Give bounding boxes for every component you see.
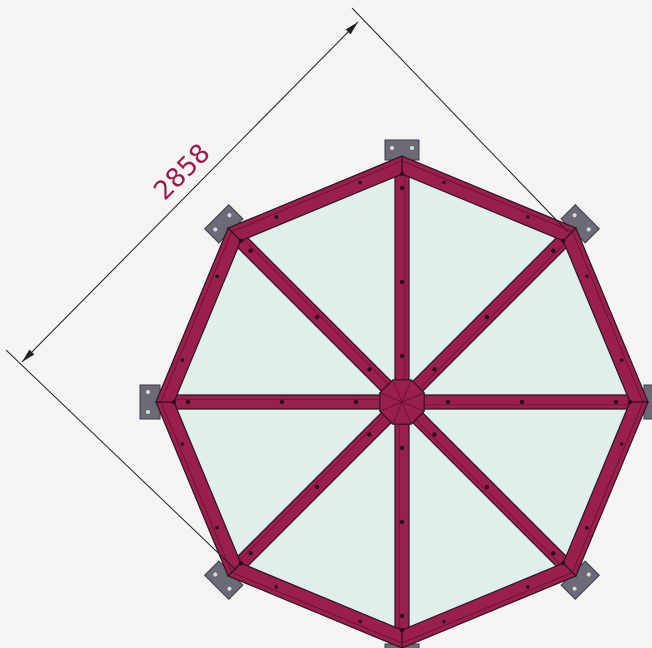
dimension-arrow-top [345,22,358,35]
hub-facet-line [401,401,425,412]
bolt-hole [248,551,253,556]
rafter-beam [394,421,410,639]
bolt-hole [399,627,405,633]
bolt-hole [171,399,177,405]
rafter-edge-line [232,413,387,568]
hub-facet-line [392,401,403,425]
bolt-hole [484,314,490,320]
rim-edge-line [160,401,232,573]
bolt-hole [180,442,185,446]
bolt-hole [367,367,372,372]
bracket-hole [213,227,218,232]
bolt-holes [171,171,633,633]
bolt-hole [551,551,556,556]
dimension-value: 2858 [148,138,216,206]
bolt-hole [358,619,362,624]
bracket-hole [572,586,577,591]
bolt-hole [484,484,490,490]
bolt-hole [585,274,589,279]
bolt-hole [432,367,437,372]
bolt-hole [274,215,279,219]
bolt-hole [627,399,633,405]
extension-line-left [5,349,237,571]
bracket-hole [390,146,394,150]
rim-edge-line [231,572,403,644]
bolt-hole [561,561,566,566]
bolt-hole [399,519,405,525]
rim-edge-line [572,401,644,573]
bolt-hole [399,613,405,619]
bracket-hole [227,213,232,218]
bolt-hole [619,442,624,446]
bolt-hole [445,399,451,405]
hub-facet-line [379,392,403,403]
bolt-hole [238,561,243,566]
perimeter-frame [155,155,649,648]
center-hub [379,379,425,425]
bolt-hole [274,585,279,589]
bolt-hole [248,248,253,253]
bolt-hole [525,585,530,589]
bolt-hole [215,274,219,279]
bolt-hole [561,238,566,243]
bolt-hole [353,399,359,405]
extension-line-top [351,7,569,233]
bolt-hole [399,185,405,191]
bolt-hole [314,484,320,490]
bolt-hole [399,353,405,359]
bracket-hole [213,572,218,577]
bolt-hole [619,358,624,362]
bolt-hole [238,238,243,243]
hub-facet-line [379,401,403,412]
rafter-edge-line [417,236,572,391]
rafter-beam [394,165,410,383]
bolt-hole [399,445,405,451]
bolt-hole [367,432,372,437]
bracket-hole [146,390,150,394]
hub-facet-line [392,379,403,403]
bolt-hole [180,358,185,362]
rafter-beams [165,165,639,639]
hub-facet-line [401,401,412,425]
bolt-hole [432,432,437,437]
rafter-beam [165,394,383,410]
rafter-edge-line [413,417,568,572]
bolt-hole [442,619,446,624]
bracket-hole [586,227,591,232]
rim-edge-line [160,231,232,403]
hub-facet-line [401,379,412,403]
bracket-hole [227,586,232,591]
bolt-hole [399,171,405,177]
rim-edge-line [401,572,573,644]
bolt-hole [551,248,556,253]
rafter-edge-line [236,232,391,387]
bolt-hole [585,525,589,530]
bolt-hole [185,399,191,405]
dimension-arrow-bottom [22,349,35,362]
bolt-hole [613,399,619,405]
bolt-hole [279,399,285,405]
rafter-beam [421,394,639,410]
bolt-hole [519,399,525,405]
bracket-hole [410,146,414,150]
bracket-hole [146,410,150,414]
bolt-hole [215,525,219,530]
bolt-hole [314,314,320,320]
bolt-hole [358,180,362,185]
rim-edge-line [231,160,403,232]
bracket-hole [586,572,591,577]
bolt-hole [525,215,530,219]
bracket-hole [572,213,577,218]
bolt-hole [442,180,446,185]
rim-edge-line [572,231,644,403]
dimension-line [21,21,359,363]
bolt-hole [399,279,405,285]
rim-edge-line [401,160,573,232]
hub-facet-line [401,392,425,403]
corner-brackets [139,139,652,648]
